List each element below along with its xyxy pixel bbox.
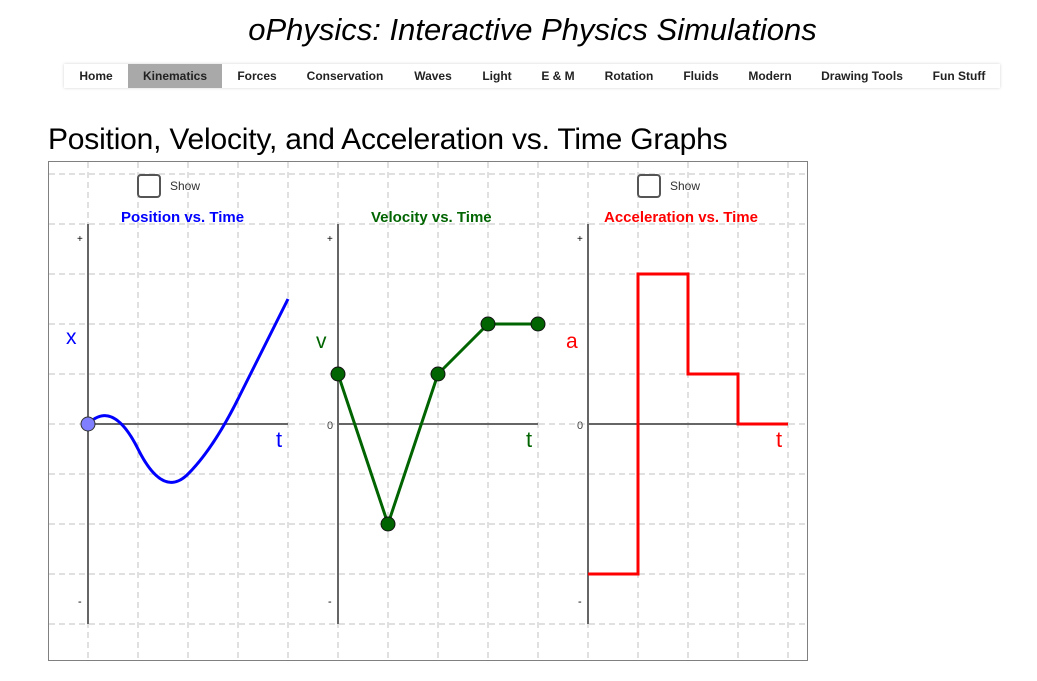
nav-item-waves[interactable]: Waves xyxy=(414,69,452,83)
position-graph-title: Position vs. Time xyxy=(121,209,245,226)
position-x-axis-label: t xyxy=(276,427,282,452)
nav-item-kinematics[interactable]: Kinematics xyxy=(128,64,222,88)
position-curve xyxy=(86,298,290,484)
show-acceleration-toggle[interactable]: Show xyxy=(637,174,700,198)
grid-lines xyxy=(49,162,807,660)
acceleration-graph-title: Acceleration vs. Time xyxy=(604,209,758,226)
nav-item-home[interactable]: Home xyxy=(79,69,113,83)
velocity-y-axis-label: v xyxy=(316,330,327,353)
y-zero-mark: 0 xyxy=(577,420,583,432)
nav-item-forces[interactable]: Forces xyxy=(237,69,277,83)
show-position-checkbox[interactable] xyxy=(137,174,161,198)
y-minus-mark: - xyxy=(328,596,332,608)
nav-item-drawing-tools[interactable]: Drawing Tools xyxy=(821,69,903,83)
y-plus-mark: + xyxy=(327,234,333,245)
graphs-canvas[interactable]: + - x t + - 0 v t + - 0 a t xyxy=(48,161,808,661)
nav-item-modern[interactable]: Modern xyxy=(748,69,792,83)
velocity-graph-title: Velocity vs. Time xyxy=(371,209,492,226)
position-start-point[interactable] xyxy=(80,416,96,432)
y-minus-mark: - xyxy=(78,596,82,608)
velocity-point-handle[interactable] xyxy=(430,366,446,382)
y-zero-mark: 0 xyxy=(327,420,333,432)
velocity-point-handle[interactable] xyxy=(530,316,546,332)
nav-item-e-m[interactable]: E & M xyxy=(541,69,575,83)
acceleration-x-axis-label: t xyxy=(776,427,782,452)
graph-applet[interactable]: + - x t + - 0 v t + - 0 a t Show Show Position vs. Ti… xyxy=(48,161,808,661)
y-plus-mark: + xyxy=(77,234,83,245)
show-acceleration-label: Show xyxy=(670,179,701,193)
position-y-axis-label: x xyxy=(66,326,77,349)
velocity-point-handle[interactable] xyxy=(330,366,346,382)
nav-item-conservation[interactable]: Conservation xyxy=(306,69,384,83)
show-position-toggle[interactable]: Show xyxy=(137,174,200,198)
velocity-point-handle[interactable] xyxy=(380,516,396,532)
site-title: oPhysics: Interactive Physics Simulation… xyxy=(248,12,817,47)
nav-item-light[interactable]: Light xyxy=(482,69,512,83)
acceleration-y-axis-label: a xyxy=(566,330,578,353)
acceleration-axes: + - 0 a t xyxy=(566,224,788,624)
nav-item-rotation[interactable]: Rotation xyxy=(604,69,654,83)
velocity-axes: + - 0 v t xyxy=(316,224,538,624)
velocity-point-handle[interactable] xyxy=(480,316,496,332)
velocity-x-axis-label: t xyxy=(526,427,532,452)
show-position-label: Show xyxy=(170,179,201,193)
show-acceleration-checkbox[interactable] xyxy=(637,174,661,198)
nav-item-fun-stuff[interactable]: Fun Stuff xyxy=(932,69,986,83)
nav-item-fluids[interactable]: Fluids xyxy=(683,69,719,83)
page-heading: Position, Velocity, and Acceleration vs.… xyxy=(48,123,728,156)
acceleration-step-line xyxy=(588,272,788,576)
main-nav: Home Kinematics Forces Conservation Waves Lig… xyxy=(64,64,1000,88)
position-axes: + - x t xyxy=(66,224,288,624)
y-minus-mark: - xyxy=(578,596,582,608)
y-plus-mark: + xyxy=(577,234,583,245)
reset-button[interactable] xyxy=(776,175,798,197)
